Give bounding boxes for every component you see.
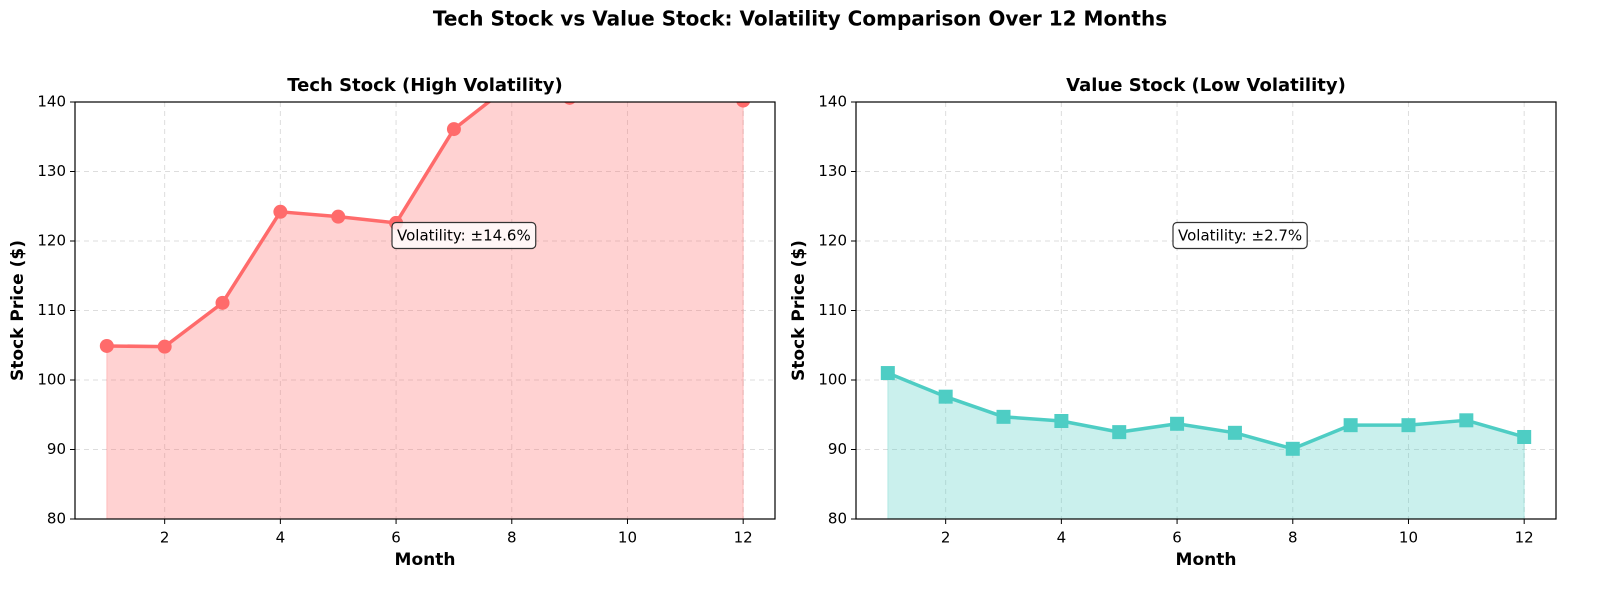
annotation-box <box>391 221 537 250</box>
axes-title: Tech Stock (High Volatility) <box>287 75 562 96</box>
x-tick-label: 6 <box>1172 529 1182 547</box>
y-tick-label: 80 <box>828 510 847 528</box>
marker <box>620 53 634 67</box>
annotation-text: Volatility: ±14.6% <box>397 227 531 245</box>
marker <box>1343 418 1358 433</box>
marker <box>331 209 346 224</box>
annotation: Volatility: ±14.6% <box>391 221 537 250</box>
y-tick-label: 110 <box>37 301 66 319</box>
marker <box>880 366 895 381</box>
marker <box>215 295 230 310</box>
marker <box>1285 441 1300 456</box>
figure-title: Tech Stock vs Value Stock: Volatility Co… <box>433 7 1167 31</box>
marker <box>938 389 953 404</box>
y-tick-label: 80 <box>47 510 66 528</box>
y-tick-label: 90 <box>47 440 66 458</box>
marker <box>157 339 172 354</box>
marker <box>564 102 576 105</box>
marker <box>736 102 751 108</box>
marker <box>1401 418 1416 433</box>
marker <box>446 122 461 137</box>
y-tick-label: 100 <box>818 371 847 389</box>
marker <box>1459 413 1474 428</box>
x-axis-label: Month <box>395 550 456 570</box>
x-tick-label: 4 <box>1057 529 1067 547</box>
marker <box>1170 416 1185 431</box>
y-axis-label: Stock Price ($) <box>8 240 28 381</box>
x-tick-label: 2 <box>941 529 951 547</box>
y-tick-label: 130 <box>818 162 847 180</box>
x-tick-label: 10 <box>618 529 637 547</box>
x-tick-label: 10 <box>1399 529 1418 547</box>
x-tick-label: 8 <box>1288 529 1298 547</box>
x-tick-label: 4 <box>276 529 286 547</box>
marker <box>1227 425 1242 440</box>
y-tick-label: 140 <box>818 93 847 111</box>
y-tick-label: 120 <box>818 232 847 250</box>
marker <box>1112 425 1127 440</box>
marker <box>1054 414 1069 429</box>
area <box>106 102 744 519</box>
marker <box>678 67 692 81</box>
annotation: Volatility: ±2.7% <box>1172 221 1308 250</box>
y-axis-label: Stock Price ($) <box>789 240 809 381</box>
marker <box>99 338 114 353</box>
x-tick-label: 8 <box>507 529 517 547</box>
axes-frame <box>855 101 1557 520</box>
y-tick-label: 110 <box>818 301 847 319</box>
annotation-box <box>1172 221 1308 250</box>
x-tick-label: 12 <box>1515 529 1534 547</box>
x-tick-label: 2 <box>160 529 170 547</box>
marker <box>273 204 288 219</box>
y-tick-label: 90 <box>828 440 847 458</box>
plot-area <box>99 53 751 519</box>
x-tick-label: 12 <box>734 529 753 547</box>
y-tick-label: 120 <box>37 232 66 250</box>
line <box>887 371 1525 451</box>
axes-frame <box>74 101 776 520</box>
x-tick-label: 6 <box>391 529 401 547</box>
y-tick-label: 100 <box>37 371 66 389</box>
y-tick-label: 130 <box>37 162 66 180</box>
area <box>887 372 1525 519</box>
x-axis-label: Month <box>1176 550 1237 570</box>
line <box>106 102 743 349</box>
marker <box>996 409 1011 424</box>
annotation-text: Volatility: ±2.7% <box>1178 227 1302 245</box>
marker <box>1517 429 1532 444</box>
y-tick-label: 140 <box>37 93 66 111</box>
axes-title: Value Stock (Low Volatility) <box>1066 75 1346 96</box>
plot-area <box>880 366 1532 519</box>
